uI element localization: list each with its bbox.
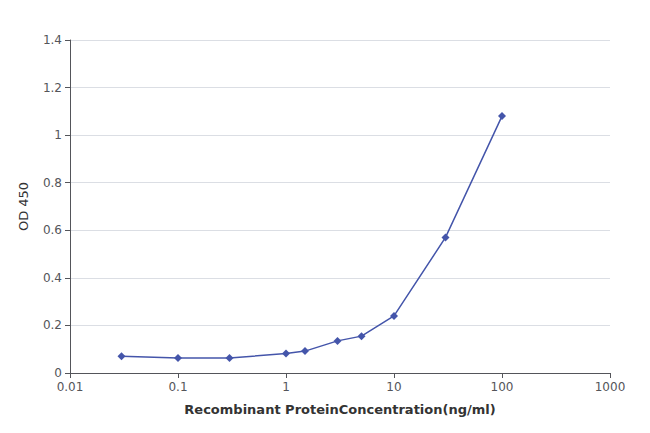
svg-text:100: 100	[491, 380, 514, 394]
svg-text:0.8: 0.8	[43, 176, 62, 190]
svg-text:0.1: 0.1	[168, 380, 187, 394]
svg-text:0.01: 0.01	[57, 380, 84, 394]
svg-text:OD 450: OD 450	[16, 182, 31, 231]
svg-text:10: 10	[386, 380, 401, 394]
svg-text:0: 0	[54, 366, 62, 380]
svg-text:0.2: 0.2	[43, 318, 62, 332]
svg-text:0.4: 0.4	[43, 271, 62, 285]
svg-text:1: 1	[282, 380, 290, 394]
svg-text:1: 1	[54, 128, 62, 142]
svg-text:0.6: 0.6	[43, 223, 62, 237]
svg-text:1000: 1000	[595, 380, 626, 394]
svg-text:1.2: 1.2	[43, 81, 62, 95]
svg-text:Recombinant ProteinConcentrati: Recombinant ProteinConcentration(ng/ml)	[184, 402, 495, 417]
svg-text:1.4: 1.4	[43, 33, 62, 47]
